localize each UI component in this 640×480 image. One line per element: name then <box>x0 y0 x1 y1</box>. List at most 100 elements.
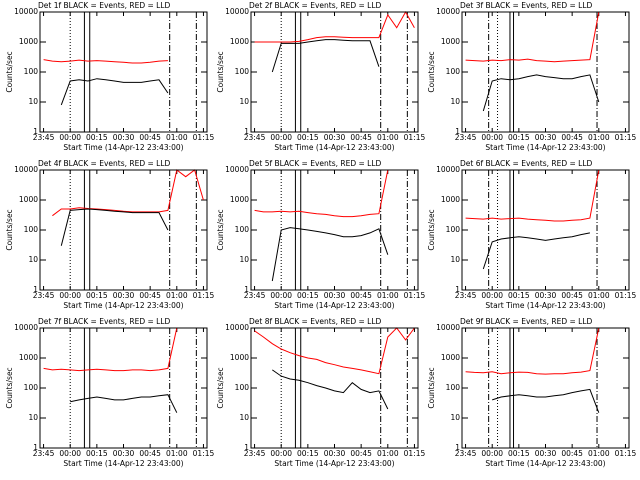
panel: Det 6f BLACK = Events, RED = LLD Start Ti… <box>427 159 636 310</box>
x-axis-label: Start Time (14-Apr-12 23:43:00) <box>485 301 605 310</box>
y-tick-label: 100 <box>24 225 39 234</box>
x-tick-label: 23:45 <box>33 133 55 142</box>
x-tick-label: 00:00 <box>59 291 81 300</box>
chart-title: Det 2f BLACK = Events, RED = LLD <box>249 1 382 10</box>
plot-frame <box>39 327 208 449</box>
y-axis-label: Counts/sec <box>216 209 225 250</box>
y-axis-label: Counts/sec <box>427 367 436 408</box>
x-tick-label: 00:00 <box>481 449 503 458</box>
chart-title: Det 6f BLACK = Events, RED = LLD <box>460 159 593 168</box>
series-line <box>271 227 389 282</box>
x-tick-label: 01:15 <box>404 291 426 300</box>
x-tick-label: 00:30 <box>324 291 346 300</box>
y-tick-label: 1 <box>244 285 249 294</box>
x-axis-label: Start Time (14-Apr-12 23:43:00) <box>485 143 605 152</box>
y-tick-label: 10 <box>450 97 460 106</box>
x-tick-label: 01:00 <box>588 133 610 142</box>
plot-frame <box>39 169 208 291</box>
plot-frame <box>250 327 419 449</box>
y-tick-label: 1000 <box>230 353 249 362</box>
x-tick-label: 00:30 <box>113 449 135 458</box>
x-tick-label: 01:00 <box>588 449 610 458</box>
panel: Det 1f BLACK = Events, RED = LLD Start Ti… <box>5 1 214 152</box>
y-tick-label: 10000 <box>14 7 38 16</box>
x-tick-label: 00:15 <box>297 449 319 458</box>
y-tick-label: 1 <box>33 127 38 136</box>
x-tick-label: 00:00 <box>59 449 81 458</box>
x-tick-label: 00:30 <box>324 449 346 458</box>
y-tick-label: 10 <box>239 413 249 422</box>
y-axis-label: Counts/sec <box>427 209 436 250</box>
y-tick-label: 1000 <box>230 195 249 204</box>
panel: Det 2f BLACK = Events, RED = LLD Start Ti… <box>216 1 425 152</box>
series-line <box>271 39 380 73</box>
x-tick-label: 00:15 <box>508 291 530 300</box>
x-tick-label: 00:00 <box>481 291 503 300</box>
series-line <box>465 11 600 63</box>
x-tick-label: 00:30 <box>535 449 557 458</box>
x-axis-label: Start Time (14-Apr-12 23:43:00) <box>274 459 394 468</box>
x-tick-label: 00:45 <box>139 291 161 300</box>
x-tick-label: 23:45 <box>455 291 477 300</box>
x-tick-label: 23:45 <box>244 449 266 458</box>
x-tick-label: 00:00 <box>270 449 292 458</box>
x-tick-label: 00:15 <box>297 133 319 142</box>
y-tick-label: 1000 <box>19 37 38 46</box>
series-line <box>254 327 415 375</box>
x-tick-label: 01:15 <box>193 133 215 142</box>
y-tick-label: 10000 <box>14 323 38 332</box>
x-tick-label: 01:00 <box>166 449 188 458</box>
y-tick-label: 1000 <box>230 37 249 46</box>
y-tick-label: 100 <box>446 383 461 392</box>
y-tick-label: 1 <box>33 443 38 452</box>
y-tick-label: 1 <box>33 285 38 294</box>
y-tick-label: 1000 <box>441 353 460 362</box>
plot-frame <box>250 169 419 291</box>
series-line <box>70 394 178 413</box>
chart-title: Det 7f BLACK = Events, RED = LLD <box>38 317 171 326</box>
y-tick-label: 10000 <box>436 323 460 332</box>
x-tick-label: 23:45 <box>244 291 266 300</box>
y-tick-label: 1 <box>455 127 460 136</box>
y-tick-label: 100 <box>446 225 461 234</box>
x-tick-label: 00:45 <box>350 449 372 458</box>
x-tick-label: 00:15 <box>508 449 530 458</box>
x-tick-label: 01:15 <box>404 449 426 458</box>
x-tick-label: 23:45 <box>455 449 477 458</box>
series-line <box>465 327 600 375</box>
series-line <box>254 10 415 43</box>
x-tick-label: 01:15 <box>193 291 215 300</box>
x-tick-label: 01:00 <box>588 291 610 300</box>
panel: Det 9f BLACK = Events, RED = LLD Start Ti… <box>427 317 636 468</box>
y-axis-label: Counts/sec <box>5 367 14 408</box>
x-tick-label: 01:00 <box>377 133 399 142</box>
chart-title: Det 5f BLACK = Events, RED = LLD <box>249 159 382 168</box>
chart-title: Det 3f BLACK = Events, RED = LLD <box>460 1 593 10</box>
y-tick-label: 10 <box>239 97 249 106</box>
y-tick-label: 100 <box>235 383 250 392</box>
x-tick-label: 00:45 <box>561 133 583 142</box>
x-tick-label: 00:15 <box>86 133 108 142</box>
y-tick-label: 10 <box>28 413 38 422</box>
x-axis-label: Start Time (14-Apr-12 23:43:00) <box>63 301 183 310</box>
x-tick-label: 00:45 <box>139 449 161 458</box>
x-tick-label: 00:45 <box>350 133 372 142</box>
y-tick-label: 1000 <box>441 195 460 204</box>
x-tick-label: 00:15 <box>508 133 530 142</box>
y-tick-label: 1000 <box>19 353 38 362</box>
y-tick-label: 10 <box>450 255 460 264</box>
y-tick-label: 100 <box>235 225 250 234</box>
series-line <box>43 59 168 64</box>
series-line <box>492 388 600 413</box>
y-tick-label: 100 <box>235 67 250 76</box>
x-axis-label: Start Time (14-Apr-12 23:43:00) <box>485 459 605 468</box>
x-tick-label: 00:00 <box>270 133 292 142</box>
x-tick-label: 00:45 <box>350 291 372 300</box>
y-tick-label: 10000 <box>436 165 460 174</box>
x-axis-label: Start Time (14-Apr-12 23:43:00) <box>274 143 394 152</box>
panel: Det 3f BLACK = Events, RED = LLD Start Ti… <box>427 1 636 152</box>
series-line <box>60 208 169 246</box>
y-tick-label: 100 <box>24 383 39 392</box>
